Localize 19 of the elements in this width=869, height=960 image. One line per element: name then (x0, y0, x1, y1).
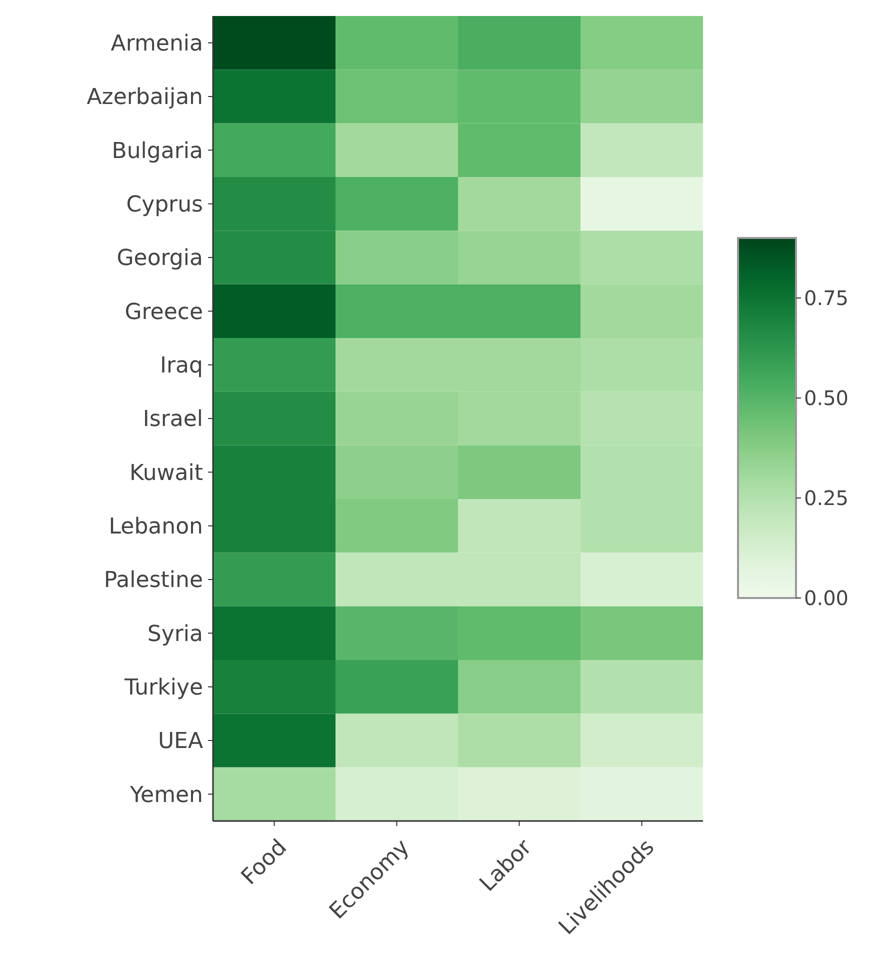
color-bar-label: 0.50 (804, 386, 849, 410)
y-tick-label: Armenia (110, 32, 203, 57)
y-tick-label: Greece (124, 300, 203, 325)
color-bar-label: 0.00 (804, 586, 849, 610)
y-tick-label: Israel (142, 407, 203, 432)
y-tick-label: Turkiye (124, 676, 203, 701)
y-tick-label: UEA (158, 729, 203, 754)
y-tick-label: Palestine (104, 568, 203, 594)
y-tick-label: Georgia (116, 246, 203, 272)
y-tick-label: Cyprus (126, 192, 203, 218)
y-tick-label: Azerbaijan (86, 85, 203, 110)
y-tick-label: Syria (147, 622, 203, 647)
y-tick-label: Kuwait (130, 460, 204, 486)
y-tick-label: Bulgaria (112, 138, 203, 164)
y-tick-label: Iraq (160, 354, 203, 379)
y-tick-label: Lebanon (108, 514, 203, 540)
color-bar-label: 0.75 (804, 286, 849, 310)
color-bar-label: 0.25 (804, 486, 849, 510)
y-tick-label: Yemen (129, 782, 203, 808)
